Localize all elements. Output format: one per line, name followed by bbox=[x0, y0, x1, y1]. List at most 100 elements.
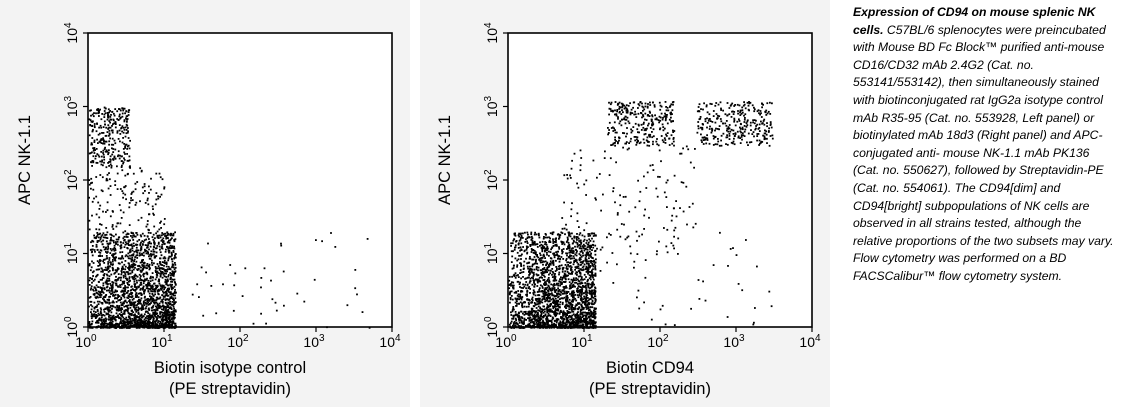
left-point bbox=[104, 295, 106, 298]
left-point bbox=[162, 284, 165, 287]
left-point bbox=[159, 320, 162, 323]
right-point bbox=[559, 321, 562, 324]
left-point bbox=[99, 251, 102, 254]
left-point bbox=[128, 321, 131, 324]
right-point bbox=[540, 276, 542, 279]
right-point bbox=[547, 294, 549, 297]
right-point bbox=[529, 245, 532, 247]
right-point bbox=[528, 236, 531, 239]
right-point bbox=[571, 286, 574, 288]
right-point bbox=[513, 308, 515, 311]
left-point bbox=[136, 315, 138, 318]
right-point bbox=[554, 305, 556, 308]
left-point bbox=[110, 273, 113, 276]
right-point bbox=[547, 322, 549, 324]
left-point bbox=[129, 254, 131, 257]
right-point bbox=[544, 257, 546, 259]
left-point bbox=[151, 287, 153, 289]
left-point bbox=[99, 292, 102, 295]
right-point bbox=[565, 324, 567, 326]
right-point bbox=[538, 323, 541, 326]
left-point bbox=[169, 283, 172, 286]
right-point bbox=[559, 311, 561, 314]
right-point bbox=[545, 243, 548, 246]
right-point bbox=[581, 288, 584, 291]
left-point bbox=[128, 268, 130, 271]
left-point bbox=[100, 126, 103, 129]
left-point bbox=[127, 252, 130, 255]
right-point bbox=[541, 244, 544, 247]
right-point bbox=[575, 277, 577, 280]
left-point bbox=[92, 240, 95, 243]
right-point bbox=[581, 308, 584, 310]
left-point bbox=[140, 245, 143, 248]
left-point bbox=[154, 322, 157, 324]
right-point bbox=[593, 315, 595, 317]
left-point bbox=[135, 243, 137, 246]
right-point bbox=[587, 278, 589, 281]
left-point bbox=[113, 241, 115, 244]
left-point bbox=[166, 324, 169, 327]
left-point bbox=[146, 223, 149, 226]
left-point bbox=[122, 295, 125, 297]
right-point bbox=[532, 275, 535, 278]
left-point bbox=[171, 237, 173, 240]
left-point bbox=[149, 277, 152, 280]
left-point bbox=[110, 114, 112, 116]
left-point bbox=[110, 166, 113, 169]
left-point bbox=[165, 313, 168, 315]
left-point bbox=[121, 265, 124, 268]
right-point bbox=[564, 275, 567, 277]
left-point bbox=[91, 113, 94, 116]
right-point bbox=[531, 240, 534, 242]
left-point bbox=[161, 276, 164, 279]
left-point bbox=[145, 264, 148, 267]
left-point bbox=[161, 264, 164, 266]
left-point bbox=[90, 311, 92, 313]
left-point bbox=[109, 194, 112, 196]
left-point bbox=[167, 302, 170, 304]
right-point bbox=[515, 304, 518, 307]
left-point bbox=[134, 325, 136, 327]
right-point bbox=[541, 246, 544, 248]
left-point bbox=[114, 126, 117, 129]
left-point bbox=[131, 254, 133, 257]
right-point bbox=[577, 265, 580, 268]
left-point bbox=[141, 316, 143, 319]
right-point bbox=[554, 277, 557, 280]
left-point bbox=[116, 314, 119, 317]
right-point bbox=[576, 291, 579, 294]
right-point bbox=[549, 297, 551, 300]
left-point bbox=[156, 271, 158, 274]
right-point bbox=[590, 261, 592, 264]
left-point bbox=[112, 281, 115, 284]
left-point bbox=[147, 203, 150, 206]
left-point bbox=[104, 112, 107, 115]
left-point bbox=[130, 235, 132, 237]
left-point bbox=[93, 310, 95, 313]
left-point bbox=[134, 235, 137, 238]
right-point bbox=[577, 296, 580, 299]
left-point bbox=[99, 278, 102, 281]
right-point bbox=[561, 297, 564, 300]
right-point bbox=[582, 292, 585, 295]
left-point bbox=[143, 290, 145, 293]
left-point bbox=[146, 317, 149, 320]
left-point bbox=[167, 298, 169, 301]
left-point bbox=[174, 238, 177, 241]
left-point bbox=[112, 239, 115, 242]
left-point bbox=[127, 242, 130, 245]
right-point bbox=[546, 278, 549, 281]
left-point bbox=[144, 190, 146, 192]
left-point bbox=[90, 109, 92, 112]
left-point bbox=[173, 292, 176, 294]
left-point bbox=[143, 254, 145, 257]
left-point bbox=[103, 248, 106, 251]
right-point bbox=[572, 263, 575, 266]
left-point bbox=[138, 307, 141, 310]
right-point bbox=[565, 299, 567, 302]
right-point bbox=[544, 291, 546, 294]
right-point bbox=[521, 320, 523, 323]
right-point bbox=[621, 104, 624, 107]
left-point bbox=[100, 319, 103, 322]
